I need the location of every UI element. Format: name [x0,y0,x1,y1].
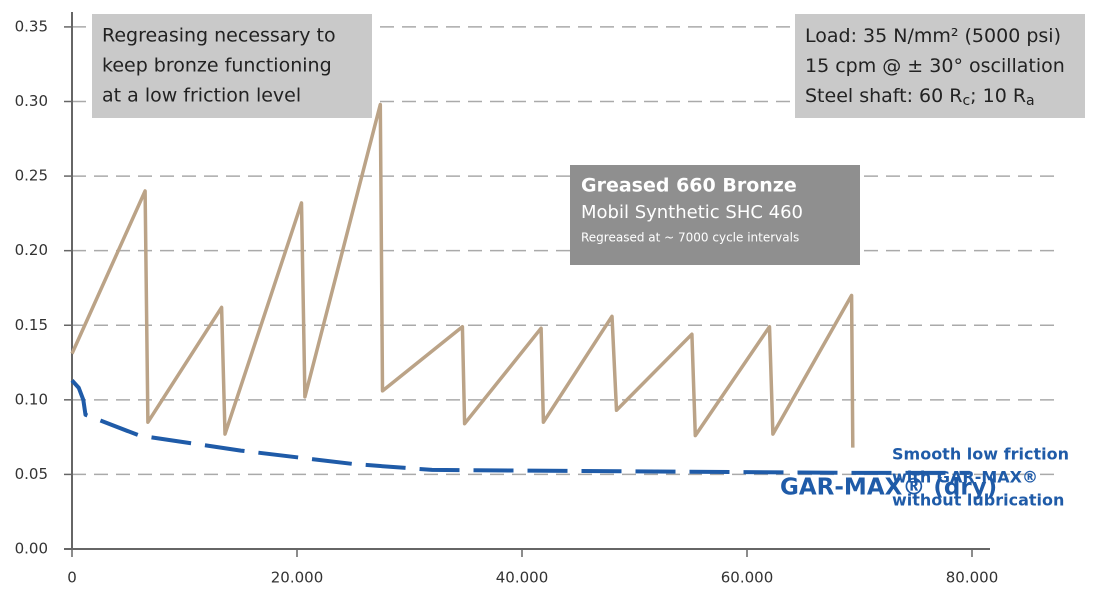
note-right: Smooth low friction [892,445,1069,464]
series-box [570,165,860,265]
series-line [70,379,970,475]
y-tick-label: 0.00 [15,540,48,558]
text-part: 15 cpm @ ± 30° oscillation [805,55,1065,77]
series-name: Greased 660 Bronze [581,175,797,197]
x-tick-label: 40.000 [496,569,549,587]
conditions-text: Load: 35 N/mm² (5000 psi) [805,25,1061,47]
series-detail: Regreased at ~ 7000 cycle intervals [581,231,799,245]
text-part: Steel shaft: 60 R [805,85,962,107]
series-label: GAR-MAX® (dry) [780,475,997,501]
y-tick-label: 0.20 [15,241,48,259]
note-text: at a low friction level [102,85,301,107]
subscript: a [1026,93,1035,109]
y-tick-label: 0.35 [15,17,48,35]
note-right: with GAR-MAX® [892,468,1038,487]
y-tick-label: 0.15 [15,316,48,334]
y-tick-label: 0.05 [15,465,48,483]
x-tick-label: 20.000 [271,569,324,587]
note-box [92,14,372,118]
y-tick-label: 0.10 [15,390,48,408]
y-tick-label: 0.30 [15,92,48,110]
series-detail: Mobil Synthetic SHC 460 [581,202,803,223]
conditions-text: 15 cpm @ ± 30° oscillation [805,55,1065,77]
note-text: Regreasing necessary to [102,25,336,47]
series-line [70,102,855,448]
conditions-box [795,14,1085,118]
subscript: c [962,93,970,109]
text-part: Load: 35 N/mm² (5000 psi) [805,25,1061,47]
x-tick-label: 60.000 [721,569,774,587]
x-tick-label: 80.000 [946,569,999,587]
x-tick-label: 0 [67,569,77,587]
note-right: without lubrication [892,491,1064,510]
text-part: ; 10 R [970,85,1026,107]
note-text: keep bronze functioning [102,55,332,77]
y-tick-label: 0.25 [15,167,48,185]
conditions-text: Steel shaft: 60 Rc; 10 Ra [805,85,1035,110]
